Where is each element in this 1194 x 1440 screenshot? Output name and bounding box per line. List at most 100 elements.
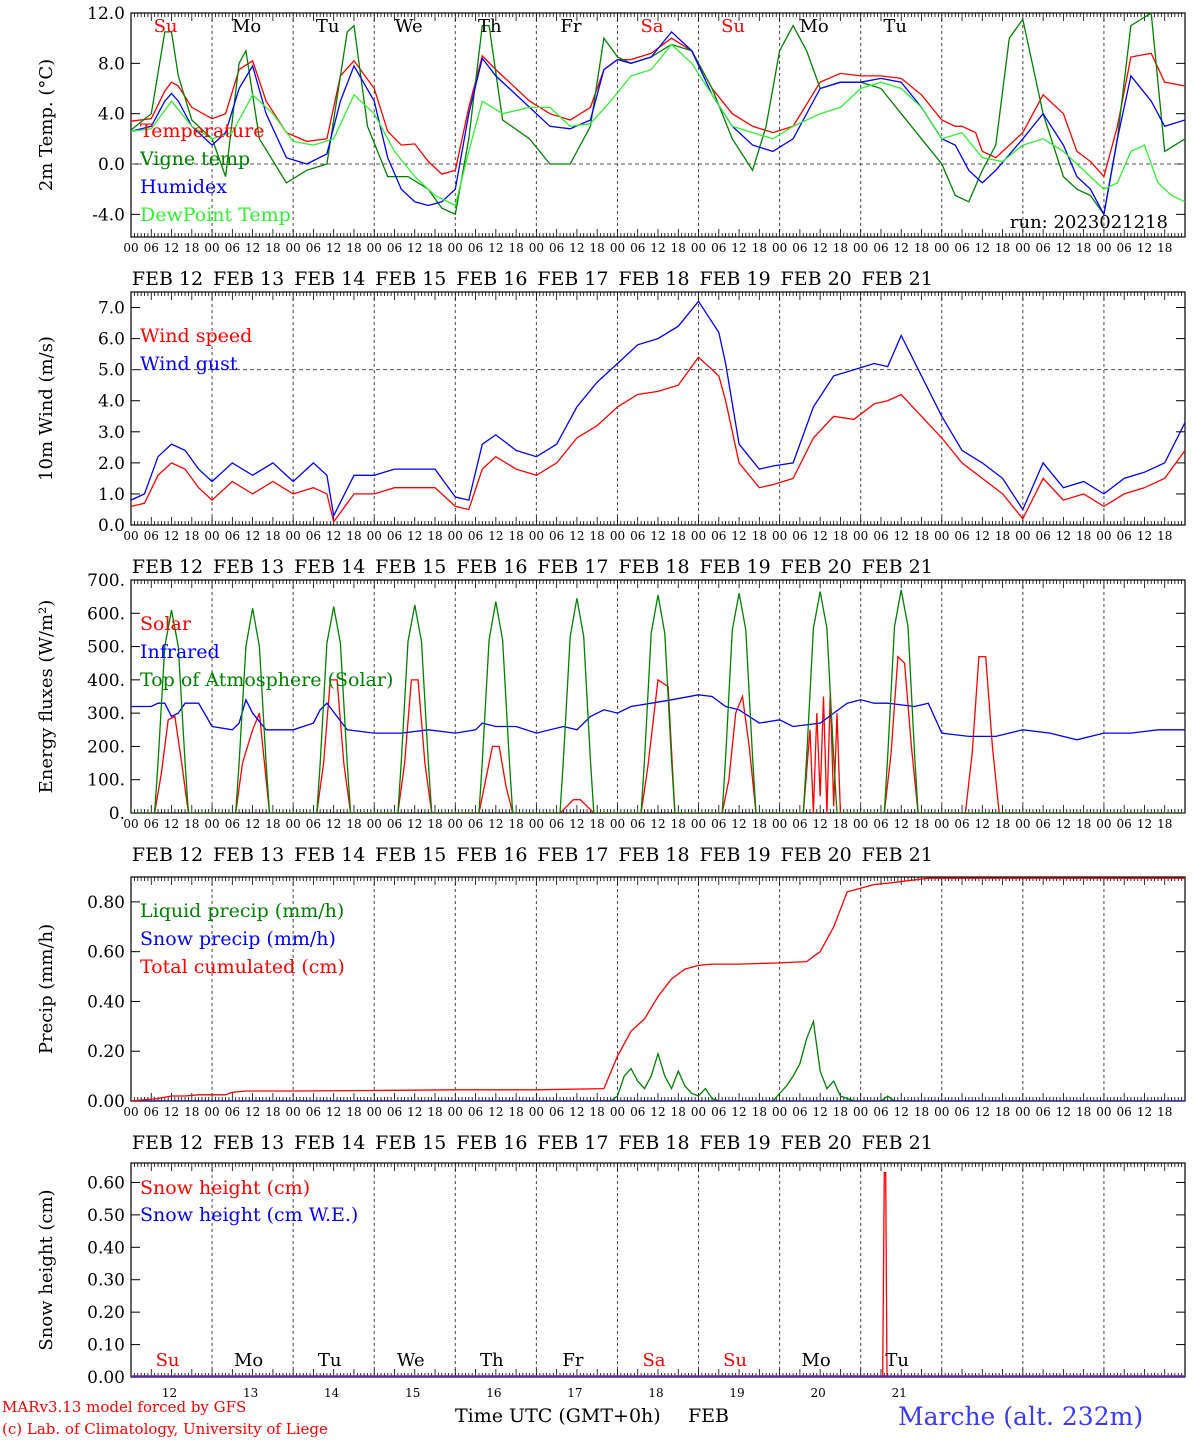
- hour-label: 06: [1035, 817, 1050, 831]
- hour-label: 00: [853, 241, 868, 255]
- hour-label: 12: [813, 241, 828, 255]
- hour-label: 00: [691, 817, 706, 831]
- hour-label: 00: [1015, 241, 1030, 255]
- y-tick-label: 0.0: [98, 155, 125, 175]
- hour-label: 06: [873, 817, 888, 831]
- hour-label: 00: [448, 1105, 463, 1119]
- y-tick-label: 200.: [87, 737, 125, 757]
- hour-label: 00: [691, 241, 706, 255]
- date-label: FEB 17: [537, 844, 608, 866]
- hour-label: 18: [427, 817, 442, 831]
- hour-label: 18: [508, 529, 523, 543]
- date-label: FEB 14: [294, 268, 365, 290]
- hour-label: 06: [1117, 1105, 1132, 1119]
- hour-label: 12: [164, 241, 179, 255]
- hour-label: 00: [204, 1105, 219, 1119]
- hour-label: 00: [1015, 529, 1030, 543]
- panel-3: [130, 579, 1186, 814]
- hour-label: 18: [1076, 1105, 1091, 1119]
- hour-label: 18: [427, 529, 442, 543]
- day-label: Su: [156, 1350, 180, 1371]
- hour-label: 12: [245, 529, 260, 543]
- hour-label: 18: [833, 1105, 848, 1119]
- hour-label: 12: [488, 817, 503, 831]
- hour-label: 00: [610, 817, 625, 831]
- day-number: 14: [324, 1386, 340, 1400]
- hour-label: 18: [427, 241, 442, 255]
- hour-label: 18: [184, 241, 199, 255]
- hour-label: 06: [144, 241, 159, 255]
- hour-label: 06: [549, 1105, 564, 1119]
- y-axis-label: Energy fluxes (W/m²): [36, 600, 57, 794]
- hour-label: 12: [1056, 817, 1071, 831]
- hour-label: 06: [549, 241, 564, 255]
- hour-label: 00: [1096, 817, 1111, 831]
- hour-label: 12: [894, 241, 909, 255]
- hour-label: 00: [529, 1105, 544, 1119]
- hour-label: 18: [995, 1105, 1010, 1119]
- legend-entry: Humidex: [140, 176, 227, 198]
- hour-label: 06: [873, 529, 888, 543]
- hour-label: 12: [407, 241, 422, 255]
- hour-label: 06: [225, 529, 240, 543]
- hour-label: 06: [792, 817, 807, 831]
- hour-label: 00: [286, 1105, 301, 1119]
- run-annotation: run: 2023021218: [1010, 212, 1168, 233]
- hour-label: 18: [995, 241, 1010, 255]
- hour-label: 06: [954, 241, 969, 255]
- hour-label: 18: [427, 1105, 442, 1119]
- y-tick-label: 0.00: [87, 1092, 125, 1112]
- hour-label: 06: [1035, 1105, 1050, 1119]
- hour-label: 18: [184, 529, 199, 543]
- y-tick-label: 0.50: [87, 1206, 125, 1226]
- date-label: FEB 17: [537, 556, 608, 578]
- y-tick-label: 0.40: [87, 992, 125, 1012]
- hour-label: 18: [671, 817, 686, 831]
- date-label: FEB 13: [213, 1132, 284, 1154]
- y-tick-label: -4.0: [92, 205, 125, 225]
- y-tick-label: 400.: [87, 671, 125, 691]
- hour-label: 00: [286, 529, 301, 543]
- hour-label: 12: [731, 1105, 746, 1119]
- hour-label: 18: [752, 1105, 767, 1119]
- series-temperature: [131, 37, 1185, 178]
- date-label: FEB 21: [862, 556, 933, 578]
- hour-label: 12: [488, 1105, 503, 1119]
- hour-label: 00: [123, 529, 138, 543]
- legend-entry: Wind speed: [140, 325, 252, 347]
- hour-label: 18: [833, 817, 848, 831]
- legend-entry: DewPoint Temp: [140, 204, 291, 226]
- hour-label: 12: [569, 1105, 584, 1119]
- hour-label: 06: [387, 241, 402, 255]
- hour-label: 06: [306, 817, 321, 831]
- hour-label: 06: [225, 817, 240, 831]
- hour-label: 18: [590, 1105, 605, 1119]
- date-label: FEB 12: [132, 1132, 203, 1154]
- date-label: FEB 17: [537, 268, 608, 290]
- date-label: FEB 13: [213, 556, 284, 578]
- site-name: Marche (alt. 232m): [898, 1402, 1144, 1431]
- hour-label: 00: [610, 529, 625, 543]
- y-tick-label: 0.: [109, 804, 125, 824]
- hour-label: 00: [123, 241, 138, 255]
- day-number: 13: [243, 1386, 258, 1400]
- hour-label: 18: [265, 529, 280, 543]
- panel-5: [130, 1162, 1186, 1378]
- hour-label: 00: [853, 817, 868, 831]
- hour-label: 12: [650, 817, 665, 831]
- date-label: FEB 21: [862, 1132, 933, 1154]
- legend-entry: Infrared: [140, 641, 220, 663]
- hour-label: 06: [954, 529, 969, 543]
- hour-label: 18: [1157, 529, 1172, 543]
- date-label: FEB 12: [132, 556, 203, 578]
- hour-label: 12: [813, 817, 828, 831]
- hour-label: 00: [691, 1105, 706, 1119]
- hour-label: 18: [752, 817, 767, 831]
- hour-label: 00: [772, 817, 787, 831]
- hour-label: 12: [731, 817, 746, 831]
- hour-label: 18: [346, 1105, 361, 1119]
- date-label: FEB 20: [781, 1132, 852, 1154]
- hour-label: 00: [286, 817, 301, 831]
- hour-label: 00: [934, 1105, 949, 1119]
